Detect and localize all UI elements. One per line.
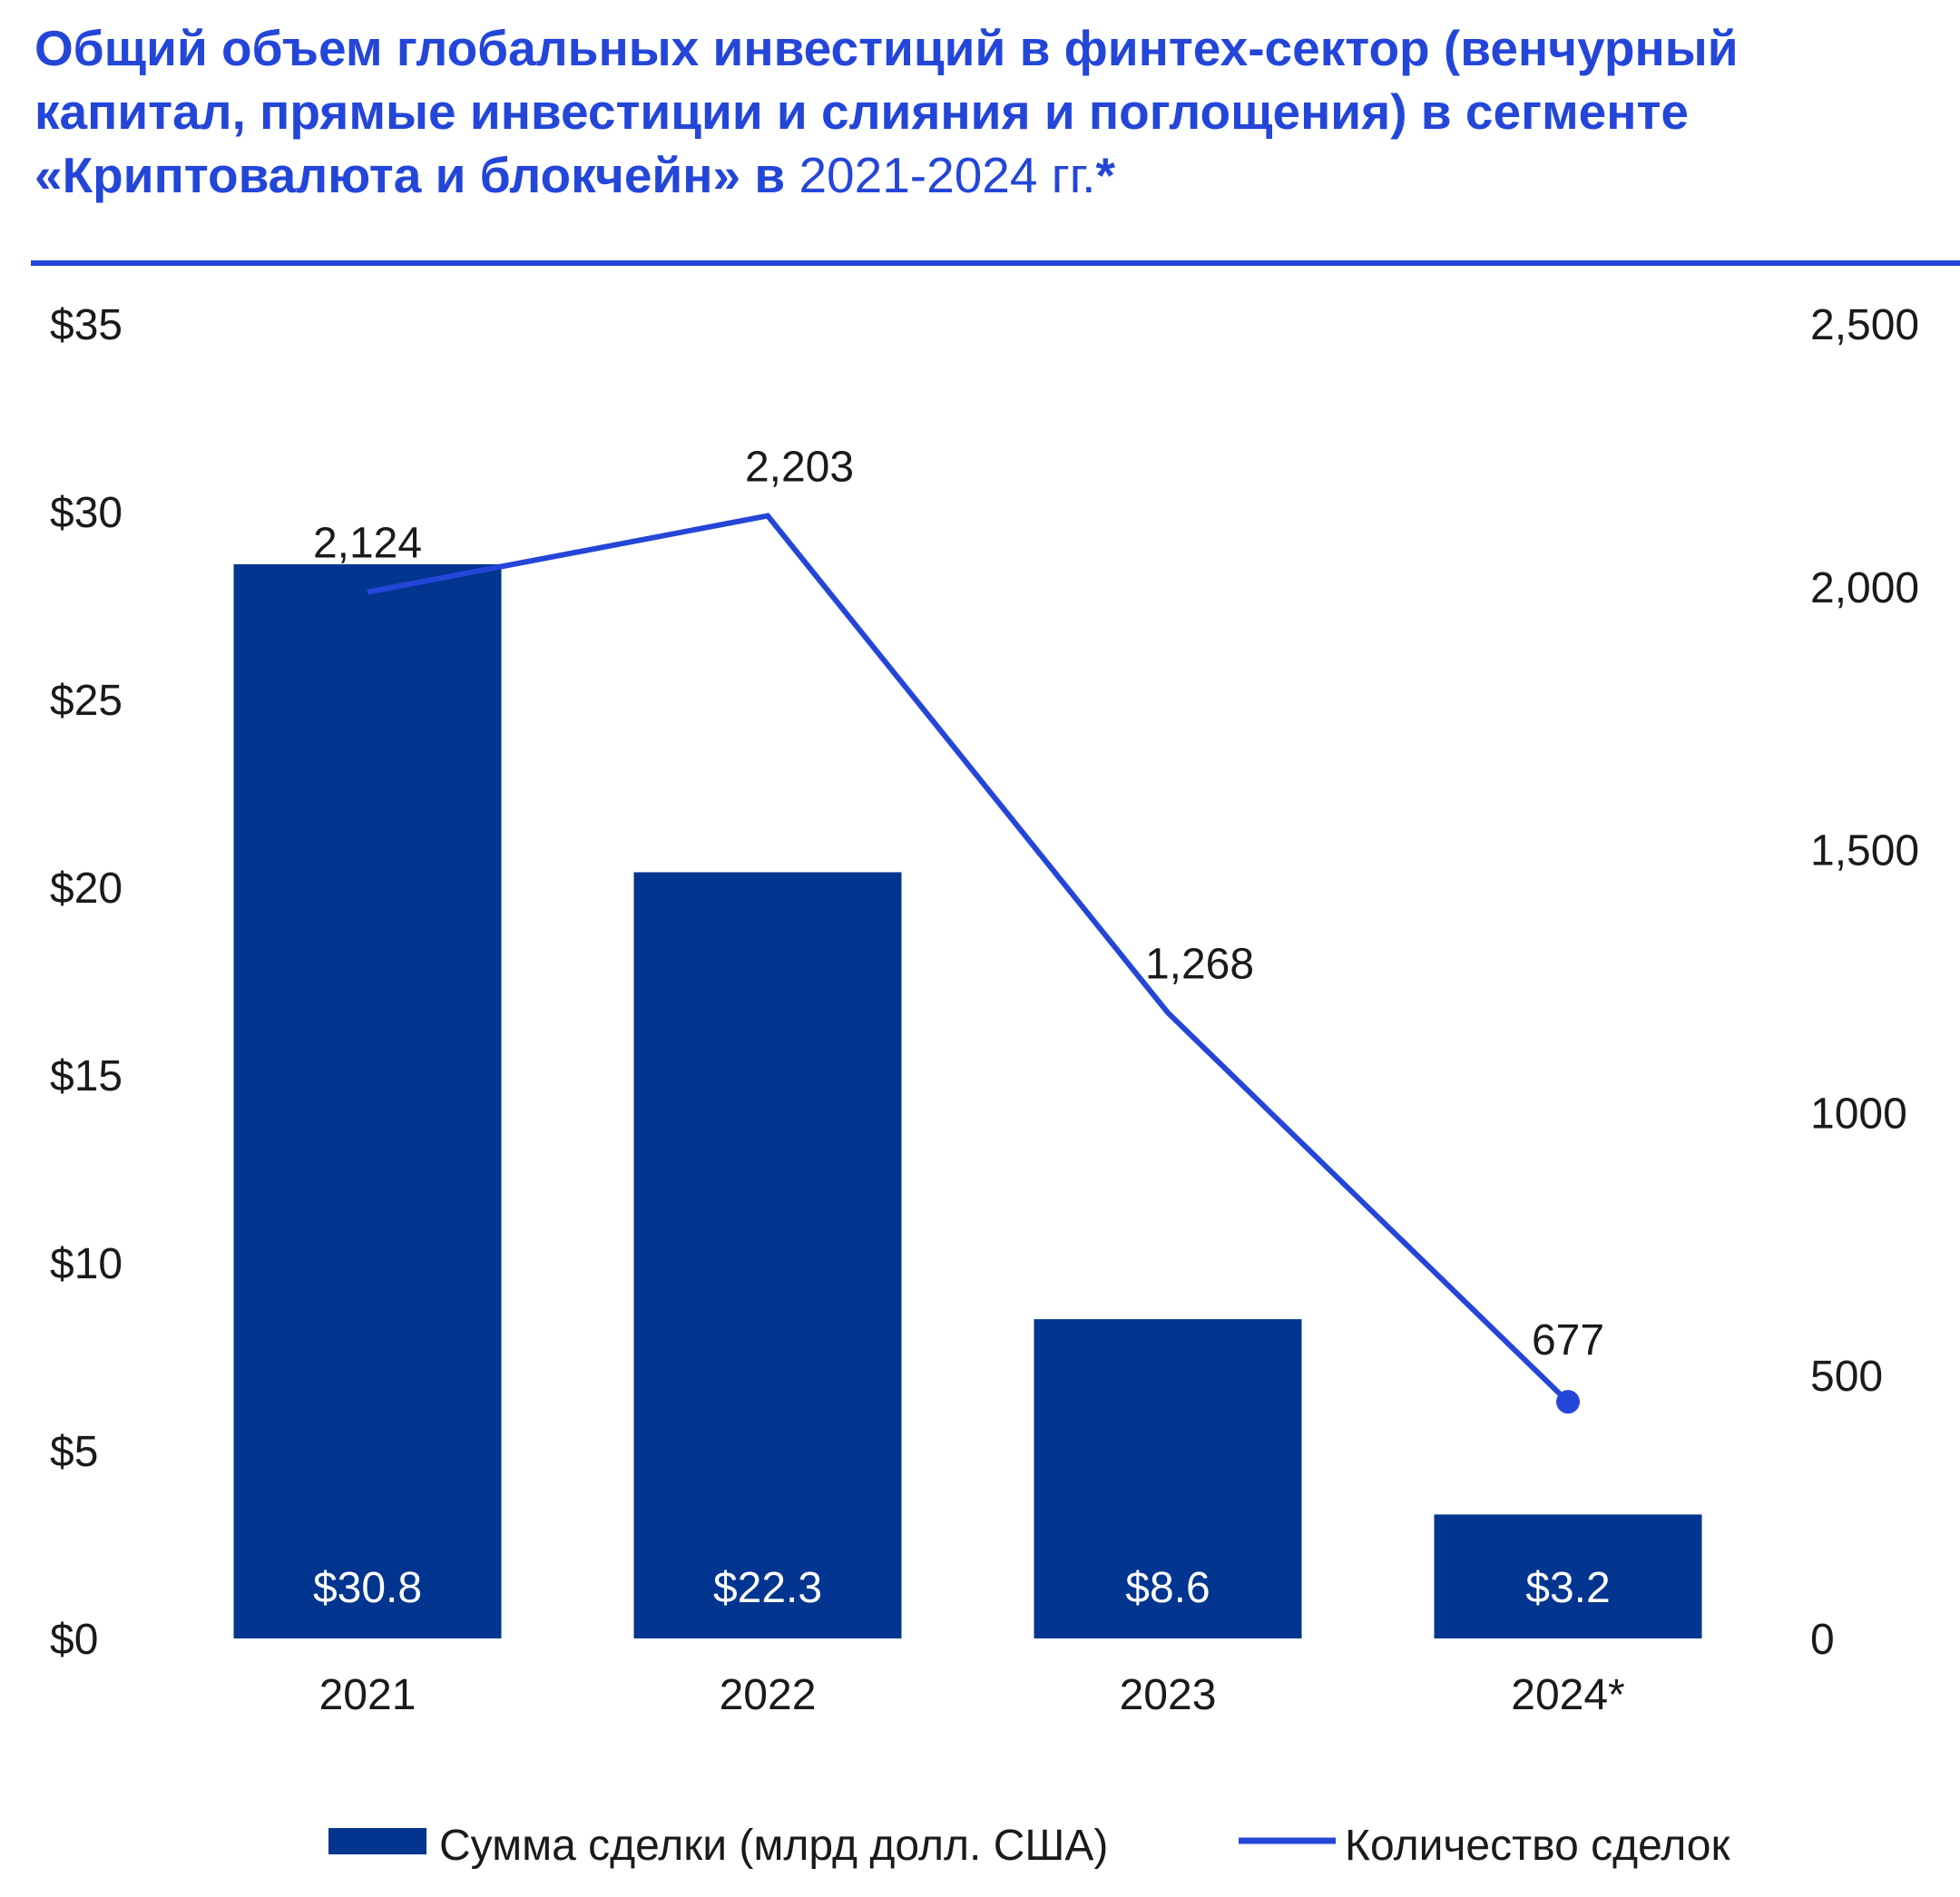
- legend-line-label: Количество сделок: [1345, 1822, 1730, 1870]
- left-tick-label: $35: [50, 301, 122, 349]
- left-tick-label: $25: [50, 677, 122, 725]
- bar-value-label: $30.8: [313, 1564, 422, 1612]
- left-tick-label: $10: [50, 1240, 122, 1288]
- bar-value-label: $22.3: [713, 1564, 822, 1612]
- line-value-label: 2,124: [313, 520, 422, 568]
- bar-series: [233, 563, 1702, 1639]
- chart-title-asterisk: *: [1095, 147, 1115, 203]
- legend: Сумма сделки (млрд долл. США) Количество…: [328, 1822, 1730, 1870]
- bar-value-label: $8.6: [1125, 1564, 1210, 1612]
- x-tick-label: 2023: [1120, 1671, 1217, 1719]
- line-value-label: 2,203: [745, 444, 854, 492]
- bar-value-label: $3.2: [1525, 1564, 1610, 1612]
- right-tick-label: 1000: [1810, 1090, 1907, 1138]
- legend-bar-swatch: [328, 1828, 426, 1854]
- left-tick-label: $0: [50, 1616, 98, 1664]
- x-axis: 2021 2022 2023 2024*: [319, 1671, 1625, 1719]
- right-tick-label: 2,500: [1810, 301, 1919, 349]
- right-tick-label: 1,500: [1810, 827, 1919, 875]
- chart-title-bold: Общий объем глобальных инвестиций в финт…: [34, 20, 1739, 203]
- chart-title-years: 2021-2024 гг.: [799, 147, 1096, 203]
- left-tick-label: $5: [50, 1428, 98, 1476]
- line-series: [367, 513, 1580, 1414]
- deal-count-line: [367, 513, 1571, 1404]
- right-axis: 0 500 1000 1,500 2,000 2,500: [1810, 301, 1919, 1664]
- left-tick-label: $15: [50, 1052, 122, 1100]
- bar: [233, 563, 502, 1639]
- bar: [633, 872, 902, 1638]
- line-value-label: 677: [1532, 1316, 1604, 1364]
- line-end-marker: [1556, 1390, 1580, 1414]
- right-tick-label: 2,000: [1810, 564, 1919, 612]
- x-tick-label: 2024*: [1511, 1671, 1624, 1719]
- right-tick-label: 500: [1810, 1353, 1883, 1401]
- left-tick-label: $20: [50, 865, 122, 913]
- left-tick-label: $30: [50, 489, 122, 537]
- x-tick-label: 2021: [319, 1671, 416, 1719]
- right-tick-label: 0: [1810, 1616, 1835, 1664]
- bar-value-labels: $30.8 $22.3 $8.6 $3.2: [313, 1564, 1611, 1612]
- legend-bar-label: Сумма сделки (млрд долл. США): [439, 1822, 1108, 1870]
- bar: [1434, 1514, 1702, 1638]
- line-value-labels: 2,124 2,203 1,268 677: [313, 444, 1604, 1365]
- x-tick-label: 2022: [720, 1671, 817, 1719]
- line-value-label: 1,268: [1145, 940, 1254, 988]
- chart-title: Общий объем глобальных инвестиций в финт…: [34, 16, 1904, 207]
- bar: [1034, 1319, 1302, 1638]
- left-axis: $0 $5 $10 $15 $20 $25 $30 $35: [50, 301, 122, 1664]
